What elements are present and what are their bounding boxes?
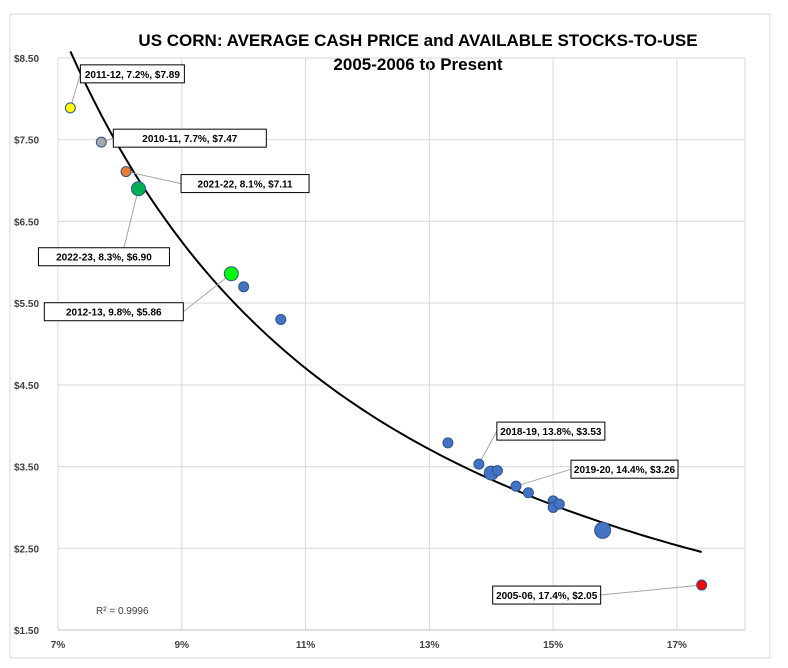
data-point	[130, 181, 146, 197]
leader-line	[123, 188, 139, 248]
r-squared-label: R² = 0.9996	[96, 606, 149, 617]
y-tick-label: $3.50	[14, 463, 39, 474]
y-tick-label: $5.50	[14, 299, 39, 310]
x-tick-label: 17%	[667, 640, 687, 651]
data-label-box	[37, 247, 170, 267]
x-tick-label: 7%	[51, 640, 66, 651]
data-point	[238, 281, 250, 293]
x-tick-label: 15%	[543, 640, 563, 651]
data-label: 2012-13, 9.8%, $5.86	[66, 308, 162, 319]
data-point	[64, 102, 76, 114]
x-tick-label: 11%	[296, 640, 316, 651]
data-labels: 2011-12, 7.2%, $7.89 2010-11, 7.7%, $7.47…	[37, 64, 679, 605]
data-point	[275, 313, 287, 325]
chart-subtitle: 2005-2006 to Present	[333, 55, 502, 74]
data-point	[510, 480, 522, 492]
data-label-box	[492, 585, 602, 605]
data-label-box	[496, 421, 606, 441]
x-tick-label: 13%	[419, 640, 439, 651]
data-point	[553, 498, 565, 510]
leader-line	[125, 171, 182, 185]
data-point	[522, 487, 534, 499]
leader-line	[182, 273, 232, 313]
data-label-box	[180, 174, 310, 194]
data-label-box	[112, 128, 267, 148]
data-label-box	[570, 459, 679, 479]
data-label-box	[79, 64, 185, 84]
y-tick-label: $7.50	[14, 136, 39, 147]
data-point	[120, 166, 132, 178]
grid	[57, 57, 746, 631]
y-tick-label: $4.50	[14, 381, 39, 392]
trendline-group	[69, 50, 702, 553]
leader-line	[478, 430, 498, 465]
x-tick-label: 9%	[175, 640, 190, 651]
y-tick-label: $1.50	[14, 626, 39, 637]
data-point	[442, 437, 454, 449]
data-label: 2022-23, 8.3%, $6.90	[56, 253, 152, 264]
data-point	[223, 266, 239, 282]
chart-title: US CORN: AVERAGE CASH PRICE and AVAILABL…	[138, 31, 697, 50]
data-label: 2011-12, 7.2%, $7.89	[85, 70, 181, 81]
y-tick-label: $8.50	[14, 54, 39, 65]
data-label-box	[43, 302, 184, 322]
data-label: 2018-19, 13.8%, $3.53	[500, 427, 602, 438]
data-point	[95, 136, 107, 148]
leader-line	[515, 468, 572, 487]
axis-ticks: $1.50 $2.50 $3.50 $4.50 $5.50 $6.50 $7.50 $8.50…	[14, 54, 687, 651]
data-points	[64, 102, 708, 591]
y-tick-label: $6.50	[14, 217, 39, 228]
chart-area	[9, 13, 771, 659]
data-label: 2019-20, 14.4%, $3.26	[574, 465, 676, 476]
data-label: 2021-22, 8.1%, $7.11	[198, 180, 294, 191]
y-tick-label: $2.50	[14, 544, 39, 555]
data-label: 2005-06, 17.4%, $2.05	[496, 591, 598, 602]
leader-lines	[69, 73, 702, 596]
leader-line	[600, 584, 702, 596]
data-point	[594, 521, 612, 539]
data-label: 2010-11, 7.7%, $7.47	[142, 134, 238, 145]
leader-line	[69, 73, 81, 108]
data-point	[473, 458, 485, 470]
data-point	[696, 579, 708, 591]
data-point	[491, 465, 503, 477]
trendline	[69, 50, 702, 553]
